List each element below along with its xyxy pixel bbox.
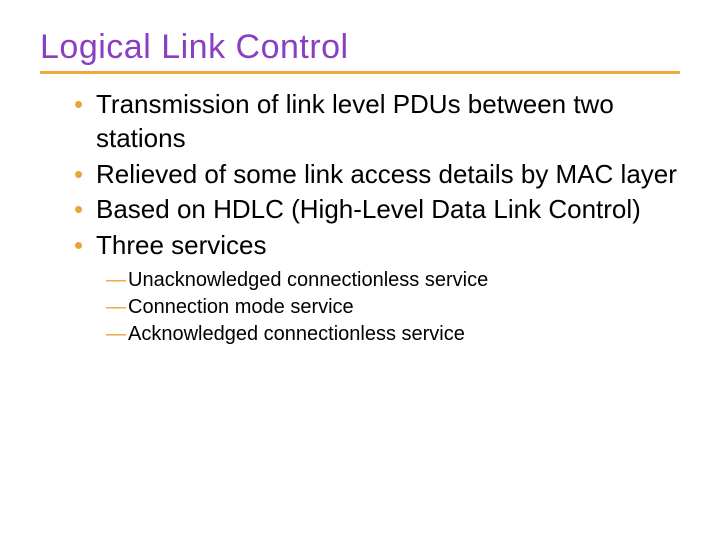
sub-bullet-item: Unacknowledged connectionless service: [106, 267, 680, 294]
bullet-text: Based on HDLC (High-Level Data Link Cont…: [96, 194, 641, 224]
bullet-text: Relieved of some link access details by …: [96, 159, 677, 189]
sub-bullet-list: Unacknowledged connectionless service Co…: [96, 267, 680, 348]
bullet-list: Transmission of link level PDUs between …: [40, 88, 680, 348]
bullet-text: Transmission of link level PDUs between …: [96, 89, 614, 153]
slide-title: Logical Link Control: [40, 28, 680, 67]
bullet-text: Three services: [96, 230, 267, 260]
slide-container: Logical Link Control Transmission of lin…: [0, 0, 720, 540]
bullet-item: Based on HDLC (High-Level Data Link Cont…: [74, 193, 680, 227]
bullet-item: Three services Unacknowledged connection…: [74, 229, 680, 348]
sub-bullet-text: Unacknowledged connectionless service: [128, 269, 488, 291]
sub-bullet-text: Acknowledged connectionless service: [128, 323, 465, 345]
sub-bullet-text: Connection mode service: [128, 296, 354, 318]
bullet-item: Transmission of link level PDUs between …: [74, 88, 680, 156]
sub-bullet-item: Connection mode service: [106, 294, 680, 321]
title-underline: [40, 71, 680, 74]
bullet-item: Relieved of some link access details by …: [74, 158, 680, 192]
sub-bullet-item: Acknowledged connectionless service: [106, 321, 680, 348]
